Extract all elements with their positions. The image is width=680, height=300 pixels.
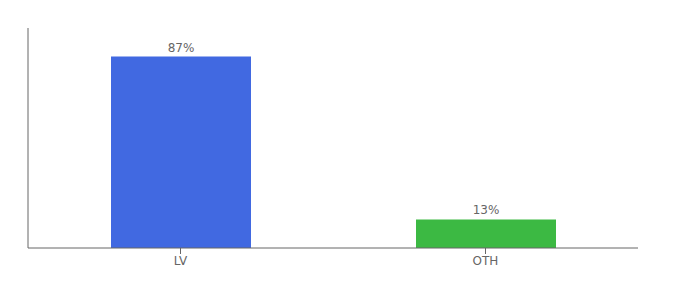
svg-text:87%: 87%	[168, 41, 195, 55]
svg-text:13%: 13%	[473, 203, 500, 217]
svg-text:OTH: OTH	[473, 254, 499, 268]
svg-text:LV: LV	[174, 254, 188, 268]
